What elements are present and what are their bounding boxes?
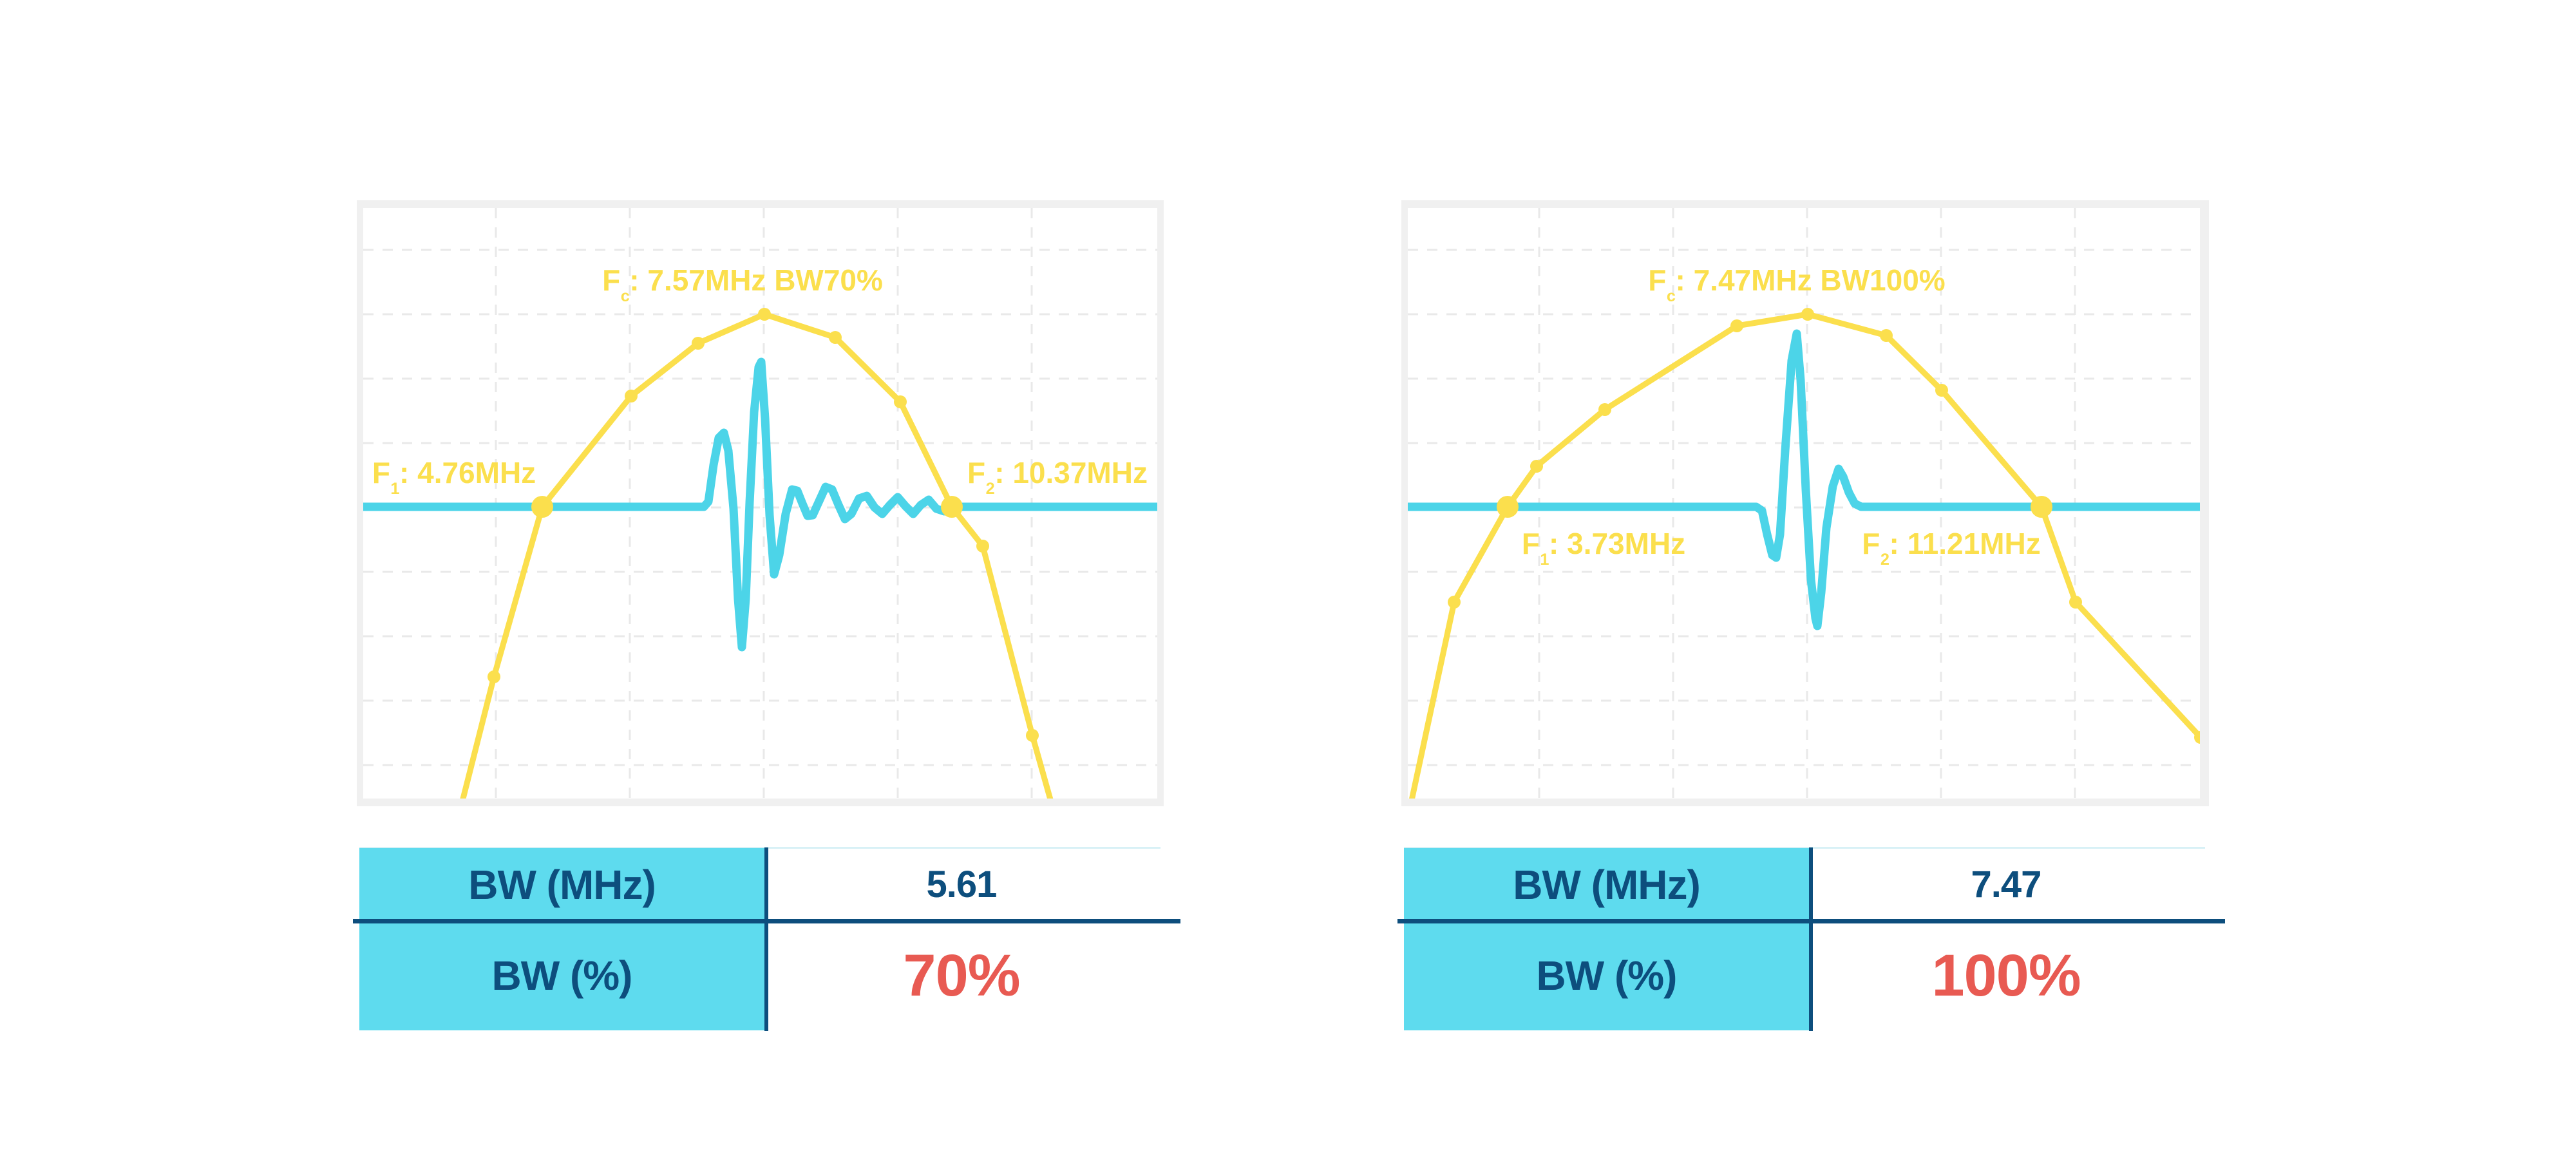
table-column-divider [764,847,768,1031]
spectrum-markers [488,308,1039,742]
bw-pct-label: BW (%) [1536,952,1678,999]
spectrum-markers [1448,308,2200,744]
f1-annotation-right: F1: 3.73MHz [1521,526,1686,569]
bandwidth-limit-marker [2031,496,2052,518]
bandwidth-limit-marker [531,496,553,518]
bw-pct-value: 100% [1931,942,2081,1008]
table-top-line [1404,847,2205,849]
table-row-divider [1397,919,2225,923]
table-header-column: BW (MHz) BW (%) [359,848,764,1030]
table-value-column: 7.47 100% [1813,848,2199,1030]
spectrum-chart-bw70 [357,200,1164,806]
bw-mhz-label: BW (MHz) [1513,861,1701,908]
bw-pct-value: 70% [903,942,1020,1008]
bw-mhz-value: 7.47 [1971,864,2042,905]
bw-table-right: BW (MHz) BW (%) 7.47 100% [1397,847,2231,1034]
table-header-column: BW (MHz) BW (%) [1404,848,1809,1030]
f1-annotation-left: F1: 4.76MHz [372,455,536,498]
pulse-waveform [1408,329,2200,630]
table-row-divider [353,919,1180,923]
fc-annotation-right: Fc: 7.47MHz BW100% [1648,263,1946,305]
f2-annotation-left: F2: 10.37MHz [967,455,1148,498]
bw-table-left: BW (MHz) BW (%) 5.61 70% [353,847,1187,1034]
spectrum-curve [1408,311,2200,799]
f2-annotation-right: F2: 11.21MHz [1862,526,2041,569]
bandwidth-limit-marker [941,496,963,518]
bw-mhz-value: 5.61 [926,864,998,905]
table-top-line [359,847,1160,849]
fc-annotation-left: Fc: 7.57MHz BW70% [602,263,883,305]
bandwidth-limit-marker [1497,496,1519,518]
bw-mhz-label: BW (MHz) [468,861,656,908]
bw-pct-label: BW (%) [491,952,633,999]
pulse-waveform [363,357,1157,652]
table-column-divider [1809,847,1813,1031]
spectrum-chart-bw100 [1401,200,2209,806]
spectrum-curve [460,311,1054,799]
table-value-column: 5.61 70% [768,848,1155,1030]
